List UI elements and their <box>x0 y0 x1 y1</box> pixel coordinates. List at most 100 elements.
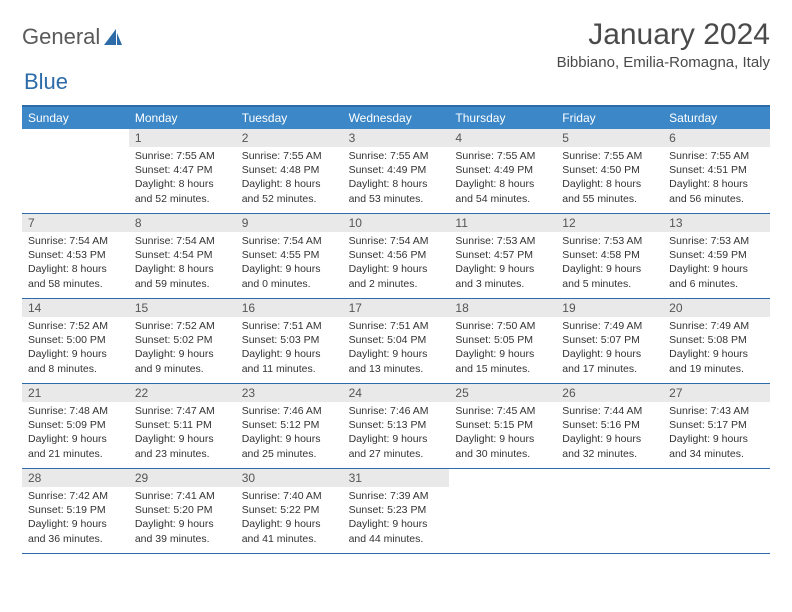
calendar-cell <box>556 469 663 553</box>
day-number: 10 <box>343 214 450 232</box>
sunrise-line: Sunrise: 7:52 AM <box>28 319 123 333</box>
day-number: 5 <box>556 129 663 147</box>
sunset-line: Sunset: 5:05 PM <box>455 333 550 347</box>
day-info: Sunrise: 7:51 AMSunset: 5:04 PMDaylight:… <box>343 317 450 382</box>
day-info: Sunrise: 7:55 AMSunset: 4:50 PMDaylight:… <box>556 147 663 212</box>
sunset-line: Sunset: 5:07 PM <box>562 333 657 347</box>
sunset-line: Sunset: 5:09 PM <box>28 418 123 432</box>
daylight-line: Daylight: 9 hours and 6 minutes. <box>669 262 764 290</box>
day-number: 19 <box>556 299 663 317</box>
sunrise-line: Sunrise: 7:41 AM <box>135 489 230 503</box>
logo-sail-icon <box>102 27 124 47</box>
day-info: Sunrise: 7:43 AMSunset: 5:17 PMDaylight:… <box>663 402 770 467</box>
week-row: 14Sunrise: 7:52 AMSunset: 5:00 PMDayligh… <box>22 299 770 384</box>
day-number: 11 <box>449 214 556 232</box>
day-info: Sunrise: 7:41 AMSunset: 5:20 PMDaylight:… <box>129 487 236 552</box>
daylight-line: Daylight: 9 hours and 23 minutes. <box>135 432 230 460</box>
daylight-line: Daylight: 9 hours and 32 minutes. <box>562 432 657 460</box>
calendar-cell: 28Sunrise: 7:42 AMSunset: 5:19 PMDayligh… <box>22 469 129 553</box>
daylight-line: Daylight: 8 hours and 58 minutes. <box>28 262 123 290</box>
sunset-line: Sunset: 5:17 PM <box>669 418 764 432</box>
calendar-cell: 11Sunrise: 7:53 AMSunset: 4:57 PMDayligh… <box>449 214 556 298</box>
sunset-line: Sunset: 4:53 PM <box>28 248 123 262</box>
calendar-cell: 6Sunrise: 7:55 AMSunset: 4:51 PMDaylight… <box>663 129 770 213</box>
sunrise-line: Sunrise: 7:39 AM <box>349 489 444 503</box>
calendar-cell: 10Sunrise: 7:54 AMSunset: 4:56 PMDayligh… <box>343 214 450 298</box>
sunrise-line: Sunrise: 7:50 AM <box>455 319 550 333</box>
calendar-cell: 15Sunrise: 7:52 AMSunset: 5:02 PMDayligh… <box>129 299 236 383</box>
sunrise-line: Sunrise: 7:45 AM <box>455 404 550 418</box>
sunrise-line: Sunrise: 7:55 AM <box>455 149 550 163</box>
sunrise-line: Sunrise: 7:46 AM <box>349 404 444 418</box>
daylight-line: Daylight: 9 hours and 15 minutes. <box>455 347 550 375</box>
daylight-line: Daylight: 8 hours and 52 minutes. <box>135 177 230 205</box>
calendar-cell: 26Sunrise: 7:44 AMSunset: 5:16 PMDayligh… <box>556 384 663 468</box>
day-number: 27 <box>663 384 770 402</box>
logo-text-general: General <box>22 24 100 50</box>
day-number: 14 <box>22 299 129 317</box>
day-info: Sunrise: 7:49 AMSunset: 5:08 PMDaylight:… <box>663 317 770 382</box>
daylight-line: Daylight: 9 hours and 13 minutes. <box>349 347 444 375</box>
day-number: 12 <box>556 214 663 232</box>
sunset-line: Sunset: 4:51 PM <box>669 163 764 177</box>
day-info: Sunrise: 7:54 AMSunset: 4:54 PMDaylight:… <box>129 232 236 297</box>
sunset-line: Sunset: 4:56 PM <box>349 248 444 262</box>
day-info: Sunrise: 7:42 AMSunset: 5:19 PMDaylight:… <box>22 487 129 552</box>
day-info: Sunrise: 7:54 AMSunset: 4:56 PMDaylight:… <box>343 232 450 297</box>
sunrise-line: Sunrise: 7:48 AM <box>28 404 123 418</box>
day-info: Sunrise: 7:50 AMSunset: 5:05 PMDaylight:… <box>449 317 556 382</box>
day-info: Sunrise: 7:53 AMSunset: 4:57 PMDaylight:… <box>449 232 556 297</box>
calendar-cell: 12Sunrise: 7:53 AMSunset: 4:58 PMDayligh… <box>556 214 663 298</box>
calendar-cell: 31Sunrise: 7:39 AMSunset: 5:23 PMDayligh… <box>343 469 450 553</box>
day-info: Sunrise: 7:52 AMSunset: 5:00 PMDaylight:… <box>22 317 129 382</box>
day-number: 23 <box>236 384 343 402</box>
day-info: Sunrise: 7:45 AMSunset: 5:15 PMDaylight:… <box>449 402 556 467</box>
calendar: SundayMondayTuesdayWednesdayThursdayFrid… <box>22 105 770 554</box>
day-number: 25 <box>449 384 556 402</box>
calendar-cell: 9Sunrise: 7:54 AMSunset: 4:55 PMDaylight… <box>236 214 343 298</box>
sunrise-line: Sunrise: 7:55 AM <box>135 149 230 163</box>
sunrise-line: Sunrise: 7:53 AM <box>455 234 550 248</box>
day-header: Friday <box>556 107 663 129</box>
day-number: 3 <box>343 129 450 147</box>
calendar-cell: 25Sunrise: 7:45 AMSunset: 5:15 PMDayligh… <box>449 384 556 468</box>
day-number: 4 <box>449 129 556 147</box>
sunset-line: Sunset: 4:48 PM <box>242 163 337 177</box>
calendar-cell: 22Sunrise: 7:47 AMSunset: 5:11 PMDayligh… <box>129 384 236 468</box>
calendar-cell: 30Sunrise: 7:40 AMSunset: 5:22 PMDayligh… <box>236 469 343 553</box>
day-info: Sunrise: 7:39 AMSunset: 5:23 PMDaylight:… <box>343 487 450 552</box>
daylight-line: Daylight: 9 hours and 21 minutes. <box>28 432 123 460</box>
calendar-cell: 8Sunrise: 7:54 AMSunset: 4:54 PMDaylight… <box>129 214 236 298</box>
day-number: 16 <box>236 299 343 317</box>
day-info: Sunrise: 7:53 AMSunset: 4:58 PMDaylight:… <box>556 232 663 297</box>
calendar-cell: 20Sunrise: 7:49 AMSunset: 5:08 PMDayligh… <box>663 299 770 383</box>
day-info: Sunrise: 7:55 AMSunset: 4:48 PMDaylight:… <box>236 147 343 212</box>
daylight-line: Daylight: 9 hours and 36 minutes. <box>28 517 123 545</box>
day-number: 9 <box>236 214 343 232</box>
sunset-line: Sunset: 4:55 PM <box>242 248 337 262</box>
day-info: Sunrise: 7:44 AMSunset: 5:16 PMDaylight:… <box>556 402 663 467</box>
day-info: Sunrise: 7:53 AMSunset: 4:59 PMDaylight:… <box>663 232 770 297</box>
calendar-cell: 23 Sunrise: 7:46 AMSunset: 5:12 PMDayligh… <box>236 384 343 468</box>
day-number: 18 <box>449 299 556 317</box>
sunrise-line: Sunrise: 7:46 AM <box>242 404 337 418</box>
sunset-line: Sunset: 5:04 PM <box>349 333 444 347</box>
sunset-line: Sunset: 4:54 PM <box>135 248 230 262</box>
sunset-line: Sunset: 5:08 PM <box>669 333 764 347</box>
sunset-line: Sunset: 5:13 PM <box>349 418 444 432</box>
sunset-line: Sunset: 5:12 PM <box>242 418 337 432</box>
day-number: 29 <box>129 469 236 487</box>
sunrise-line: Sunrise: 7:55 AM <box>349 149 444 163</box>
day-number: 2 <box>236 129 343 147</box>
daylight-line: Daylight: 9 hours and 25 minutes. <box>242 432 337 460</box>
calendar-cell: 14Sunrise: 7:52 AMSunset: 5:00 PMDayligh… <box>22 299 129 383</box>
day-info: Sunrise: 7:55 AMSunset: 4:51 PMDaylight:… <box>663 147 770 212</box>
day-number: 30 <box>236 469 343 487</box>
daylight-line: Daylight: 9 hours and 17 minutes. <box>562 347 657 375</box>
sunset-line: Sunset: 4:50 PM <box>562 163 657 177</box>
calendar-cell: 21Sunrise: 7:48 AMSunset: 5:09 PMDayligh… <box>22 384 129 468</box>
day-number: 28 <box>22 469 129 487</box>
day-number: 13 <box>663 214 770 232</box>
calendar-cell: 29Sunrise: 7:41 AMSunset: 5:20 PMDayligh… <box>129 469 236 553</box>
day-info: Sunrise: 7:40 AMSunset: 5:22 PMDaylight:… <box>236 487 343 552</box>
